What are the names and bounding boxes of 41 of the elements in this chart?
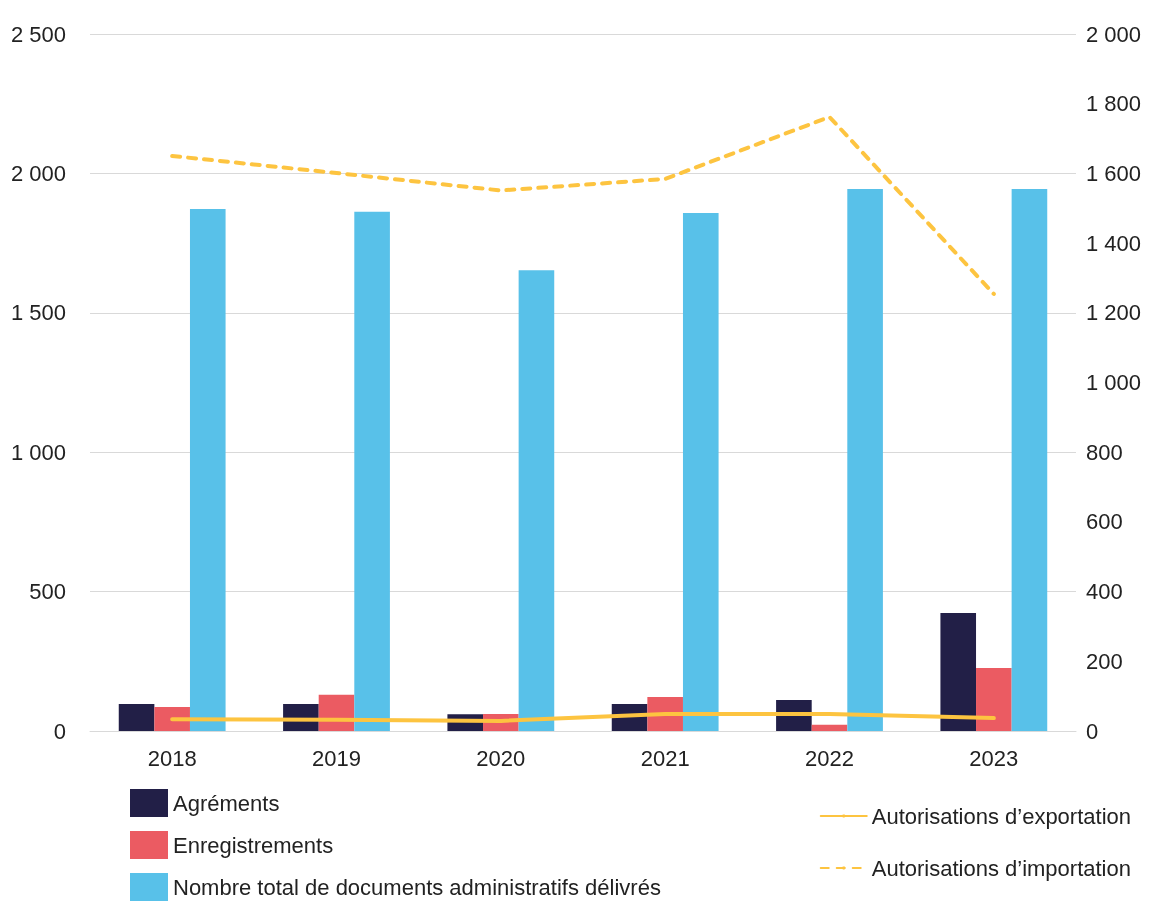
- bar: [1011, 189, 1048, 731]
- y2-tick-label: 200: [1086, 648, 1123, 674]
- y-tick-label: 0: [53, 718, 66, 744]
- y-tick-label: 1 500: [10, 300, 66, 326]
- legend-label: Enregistrements: [173, 832, 334, 858]
- x-tick-label: 2022: [805, 745, 854, 771]
- y-tick-label: 500: [29, 579, 66, 605]
- bar: [940, 613, 977, 731]
- bar: [354, 211, 390, 731]
- y2-tick-label: 1 000: [1086, 370, 1142, 395]
- y2-tick-label: 1 200: [1086, 300, 1142, 326]
- bar: [154, 707, 190, 731]
- x-tick-label: 2020: [476, 745, 526, 771]
- bar: [682, 212, 719, 731]
- line-series: [170, 711, 996, 723]
- bar: [811, 724, 848, 731]
- x-tick-label: 2019: [312, 745, 361, 771]
- legend-label: Autorisations d’exportation: [871, 803, 1131, 829]
- y2-tick-label: 400: [1086, 579, 1123, 605]
- bar: [976, 667, 1012, 731]
- y2-tick-label: 0: [1086, 718, 1099, 744]
- bar: [847, 189, 883, 731]
- y2-tick-label: 1 600: [1086, 160, 1142, 186]
- y-tick-label: 2 000: [10, 160, 66, 186]
- y2-tick-label: 600: [1086, 509, 1123, 535]
- legend-label: Agréments: [173, 790, 280, 816]
- line-series: [170, 114, 996, 296]
- y2-tick-label: 1 800: [1086, 91, 1142, 117]
- y2-tick-label: 1 400: [1086, 230, 1142, 256]
- x-tick-label: 2018: [147, 745, 197, 771]
- x-tick-label: 2021: [640, 745, 690, 771]
- bar: [118, 703, 155, 731]
- y2-tick-label: 800: [1086, 439, 1123, 465]
- bar: [518, 270, 555, 731]
- y-tick-label: 1 000: [10, 439, 66, 465]
- legend-label: Autorisations d’importation: [871, 855, 1131, 881]
- y2-tick-label: 2 000: [1086, 21, 1142, 47]
- x-tick-label: 2023: [969, 745, 1019, 771]
- y-tick-label: 2 500: [10, 21, 66, 47]
- legend-label: Nombre total de documents administratifs délivrés: [173, 874, 661, 900]
- bar: [189, 209, 226, 731]
